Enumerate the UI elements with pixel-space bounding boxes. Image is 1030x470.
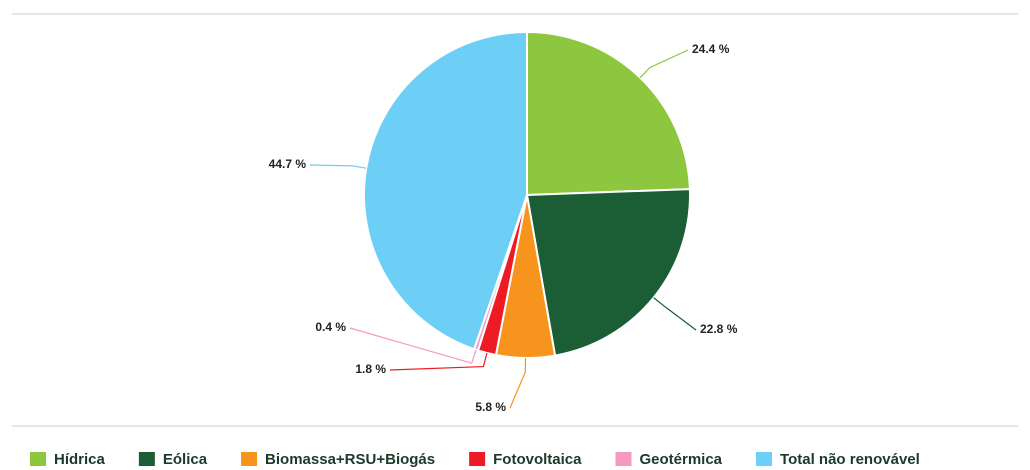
- data-label: 22.8 %: [700, 322, 738, 336]
- data-label: 44.7 %: [269, 157, 307, 171]
- legend-label: Geotérmica: [639, 451, 722, 468]
- leader-line: [639, 49, 689, 79]
- leader-line: [389, 352, 488, 371]
- legend-swatch: [30, 452, 46, 466]
- legend-label: Fotovoltaica: [493, 451, 582, 468]
- legend-swatch: [241, 452, 258, 466]
- legend-label: Biomassa+RSU+Biogás: [265, 451, 435, 468]
- data-label: 1.8 %: [355, 362, 386, 376]
- data-label: 0.4 %: [315, 320, 346, 334]
- legend-label: Total não renovável: [780, 451, 920, 468]
- pie-slice: [526, 30, 691, 197]
- legend-label: Hídrica: [54, 451, 106, 468]
- legend-swatch: [469, 452, 486, 466]
- leader-line: [509, 357, 527, 409]
- legend-swatch: [138, 452, 155, 466]
- leader-line: [349, 327, 477, 364]
- data-label: 24.4 %: [692, 42, 730, 56]
- data-label: 5.8 %: [475, 400, 506, 414]
- legend-swatch: [615, 452, 632, 466]
- legend-swatch: [756, 452, 773, 466]
- leader-line: [309, 164, 367, 169]
- pie-slice: [363, 30, 528, 351]
- leader-line: [653, 297, 697, 331]
- pie-slice: [525, 188, 691, 357]
- legend-label: Eólica: [163, 451, 208, 468]
